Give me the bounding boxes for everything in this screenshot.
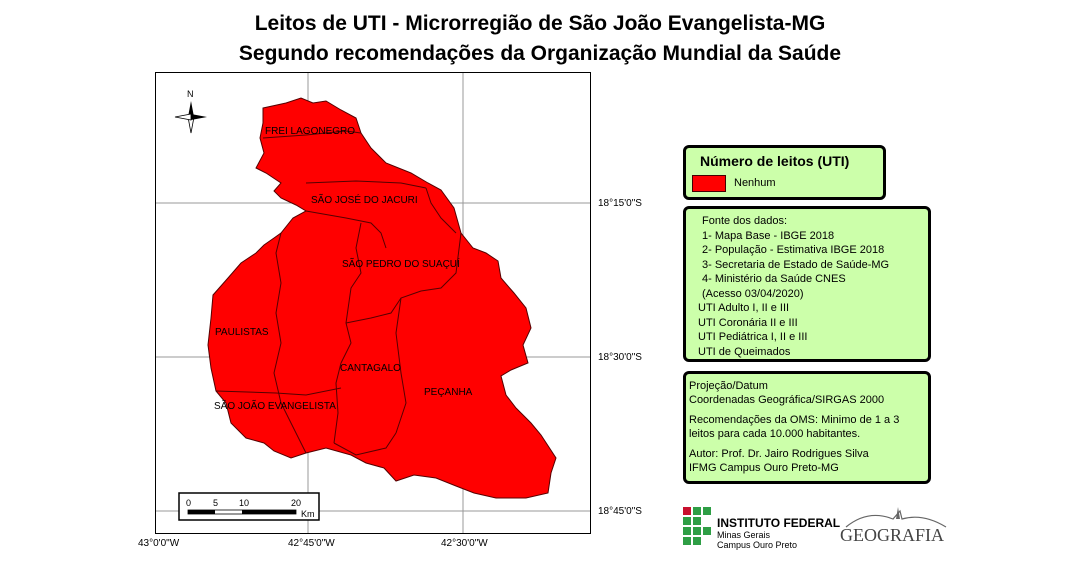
lat-label-1: 18°15'0"S bbox=[598, 198, 642, 209]
label-frei-lagonegro: FREI LAGONEGRO bbox=[265, 126, 355, 137]
source-line: 3- Secretaria de Estado de Saúde-MG bbox=[702, 258, 890, 271]
ifmg-logo-icon bbox=[683, 507, 711, 545]
notes-box: Projeção/Datum Coordenadas Geográfica/SI… bbox=[683, 371, 931, 484]
source-line: Fonte dos dados: bbox=[702, 215, 788, 227]
projection-line: Projeção/Datum bbox=[689, 380, 768, 392]
map-title-line-2: Segundo recomendações da Organização Mun… bbox=[238, 42, 842, 65]
legend: Número de leitos (UTI) Nenhum bbox=[683, 145, 886, 200]
svg-text:0: 0 bbox=[186, 498, 191, 508]
legend-swatch bbox=[692, 175, 726, 192]
label-pecanha: PEÇANHA bbox=[424, 387, 473, 398]
lat-label-2: 18°30'0"S bbox=[598, 352, 642, 363]
lat-label-3: 18°45'0"S bbox=[598, 506, 642, 517]
source-line: 1- Mapa Base - IBGE 2018 bbox=[702, 229, 835, 242]
scale-bar: 0 5 10 20 Km bbox=[178, 492, 320, 521]
source-line: (Acesso 03/04/2020) bbox=[702, 287, 804, 300]
oms-line: leitos para cada 10.000 habitantes. bbox=[689, 428, 861, 440]
label-cantagalo: CANTAGALO bbox=[340, 363, 401, 374]
lon-label-1: 43°0'0"W bbox=[138, 538, 180, 549]
source-line: UTI de Queimados bbox=[698, 345, 791, 358]
map-title-line-1: Leitos de UTI - Microrregião de São João… bbox=[254, 12, 826, 35]
data-source-box: Fonte dos dados: 1- Mapa Base - IBGE 201… bbox=[683, 206, 931, 362]
author-line: IFMG Campus Ouro Preto-MG bbox=[689, 462, 839, 474]
svg-text:20: 20 bbox=[291, 498, 301, 508]
source-line: UTI Coronária II e III bbox=[698, 316, 798, 329]
svg-text:GEOGRAFIA: GEOGRAFIA bbox=[840, 525, 944, 545]
legend-item-label: Nenhum bbox=[734, 177, 776, 189]
microregion-shape bbox=[207, 97, 557, 499]
geografia-logo-icon: GEOGRAFIA bbox=[840, 507, 947, 545]
north-arrow-icon: N bbox=[174, 89, 207, 134]
lon-label-2: 42°45'0"W bbox=[288, 538, 335, 549]
label-sao-pedro-do-suacui: SÃO PEDRO DO SUAÇUÍ bbox=[342, 257, 460, 270]
lon-label-3: 42°30'0"W bbox=[441, 538, 488, 549]
projection-line: Coordenadas Geográfica/SIRGAS 2000 bbox=[689, 394, 885, 406]
svg-text:Km: Km bbox=[301, 509, 315, 519]
label-sao-joao-evangelista: SÃO JOÃO EVANGELISTA bbox=[214, 399, 336, 412]
source-line: UTI Pediátrica I, II e III bbox=[698, 331, 808, 343]
ifmg-logo-text: INSTITUTO FEDERAL Minas Gerais Campus Ou… bbox=[717, 516, 841, 550]
author-line: Autor: Prof. Dr. Jairo Rodrigues Silva bbox=[689, 448, 869, 460]
source-line: 2- População - Estimativa IBGE 2018 bbox=[702, 244, 885, 256]
label-paulistas: PAULISTAS bbox=[215, 327, 269, 338]
source-line: UTI Adulto I, II e III bbox=[698, 302, 790, 314]
legend-title: Número de leitos (UTI) bbox=[700, 153, 850, 169]
svg-text:N: N bbox=[187, 89, 194, 99]
svg-text:5: 5 bbox=[213, 498, 218, 508]
source-line: 4- Ministério da Saúde CNES bbox=[702, 273, 846, 285]
svg-text:10: 10 bbox=[239, 498, 249, 508]
map-frame: FREI LAGONEGRO SÃO JOSÉ DO JACURI SÃO PE… bbox=[155, 72, 591, 534]
municipality-borders bbox=[215, 130, 462, 456]
oms-line: Recomendações da OMS: Minimo de 1 a 3 bbox=[689, 414, 900, 426]
map-canvas: FREI LAGONEGRO SÃO JOSÉ DO JACURI SÃO PE… bbox=[156, 73, 590, 533]
label-sao-jose-do-jacuri: SÃO JOSÉ DO JACURI bbox=[311, 193, 418, 206]
